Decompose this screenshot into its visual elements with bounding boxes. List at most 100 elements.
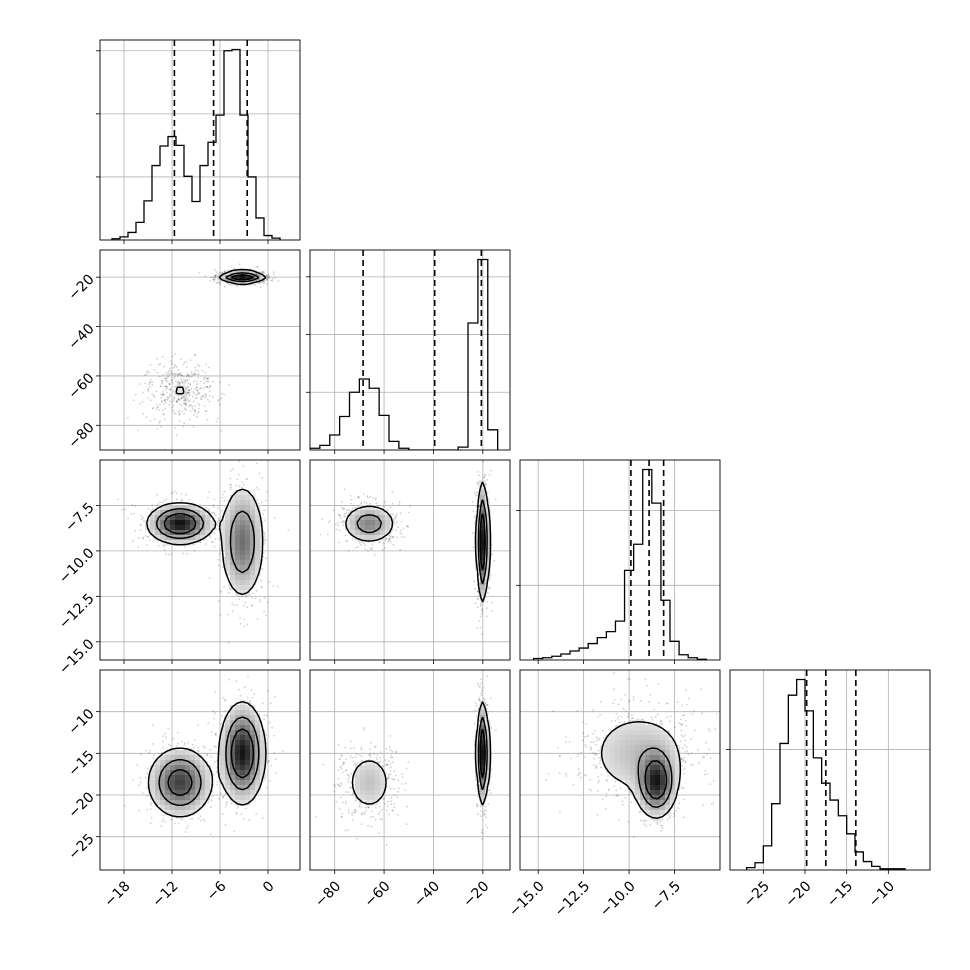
density-cell xyxy=(245,575,251,581)
scatter-point xyxy=(151,504,154,507)
density-cell xyxy=(155,790,161,796)
scatter-point xyxy=(166,387,169,390)
scatter-point xyxy=(354,507,357,509)
density-cell xyxy=(245,490,251,496)
scatter-point xyxy=(473,740,476,743)
scatter-point xyxy=(265,734,267,737)
scatter-point xyxy=(392,543,395,546)
scatter-point xyxy=(243,625,246,628)
scatter-point xyxy=(260,585,263,588)
scatter-point xyxy=(189,818,192,821)
scatter-point xyxy=(231,602,234,605)
scatter-point xyxy=(132,399,135,402)
density-cell xyxy=(250,565,256,571)
scatter-point xyxy=(209,280,211,282)
scatter-point xyxy=(174,413,177,415)
scatter-point xyxy=(197,750,200,753)
density-cell xyxy=(190,785,196,791)
y-tick-label: −10 xyxy=(65,706,97,738)
density-cell xyxy=(160,795,166,801)
scatter-point xyxy=(360,812,363,815)
scatter-point xyxy=(369,756,372,758)
density-cell xyxy=(235,555,241,561)
scatter-point xyxy=(192,408,195,411)
scatter-point xyxy=(197,369,200,372)
scatter-point xyxy=(147,397,150,399)
scatter-point xyxy=(164,407,167,410)
scatter-point xyxy=(389,787,392,790)
scatter-point xyxy=(476,627,478,629)
scatter-point xyxy=(207,722,210,725)
density-cell xyxy=(385,520,391,526)
density-cell xyxy=(240,770,246,776)
scatter-point xyxy=(341,771,344,774)
scatter-point xyxy=(266,277,269,279)
density-cell xyxy=(180,765,186,771)
density-cell xyxy=(235,275,241,281)
scatter-point xyxy=(355,753,358,755)
density-cell xyxy=(195,525,201,531)
density-cell xyxy=(190,505,196,511)
scatter-point xyxy=(194,353,196,356)
scatter-point xyxy=(263,714,266,717)
scatter-point xyxy=(381,765,384,768)
density-cell xyxy=(175,800,181,806)
scatter-point xyxy=(161,392,164,395)
density-cell xyxy=(375,525,381,531)
scatter-point xyxy=(369,503,372,505)
scatter-point xyxy=(407,511,410,514)
scatter-point xyxy=(257,432,259,434)
scatter-point xyxy=(220,792,222,795)
density-cell xyxy=(475,530,481,536)
density-cell xyxy=(240,750,246,756)
scatter-point xyxy=(147,536,150,539)
scatter-point xyxy=(220,397,223,400)
density-cell xyxy=(150,765,156,771)
density-cell xyxy=(235,535,241,541)
density-cell xyxy=(205,790,211,796)
density-cell xyxy=(235,745,241,751)
density-cell xyxy=(260,755,266,761)
scatter-point xyxy=(391,491,394,494)
density-cell xyxy=(175,750,181,756)
density-cell xyxy=(150,770,156,776)
scatter-point xyxy=(192,374,194,376)
scatter-point xyxy=(181,381,184,384)
density-cell xyxy=(485,565,491,571)
scatter-point xyxy=(388,535,391,537)
density-cell xyxy=(360,535,366,541)
density-cell xyxy=(240,755,246,761)
scatter-point xyxy=(230,802,233,805)
scatter-point xyxy=(197,373,200,376)
scatter-point xyxy=(260,281,263,284)
scatter-point xyxy=(208,385,211,388)
scatter-point xyxy=(484,813,486,816)
scatter-point xyxy=(183,379,185,382)
scatter-point xyxy=(178,382,181,385)
scatter-point xyxy=(180,374,183,377)
scatter-point xyxy=(266,714,268,717)
scatter-point xyxy=(206,386,209,388)
scatter-point xyxy=(163,418,166,421)
scatter-point xyxy=(482,832,485,835)
scatter-point xyxy=(200,397,203,400)
scatter-point xyxy=(495,729,497,731)
scatter-point xyxy=(394,774,397,777)
scatter-point xyxy=(196,412,199,415)
density-cell xyxy=(225,565,231,571)
scatter-point xyxy=(349,787,352,790)
scatter-point xyxy=(210,755,213,758)
density-cell xyxy=(220,740,226,746)
density-cell xyxy=(255,785,261,791)
density-cell xyxy=(245,760,251,766)
scatter-point xyxy=(185,397,188,399)
scatter-point xyxy=(263,532,265,534)
density-cell xyxy=(235,570,241,576)
scatter-point xyxy=(172,400,174,403)
density-cell xyxy=(225,555,231,561)
scatter-point xyxy=(152,757,155,759)
density-cell xyxy=(250,550,256,556)
scatter-point xyxy=(225,803,228,805)
scatter-point xyxy=(190,370,193,373)
